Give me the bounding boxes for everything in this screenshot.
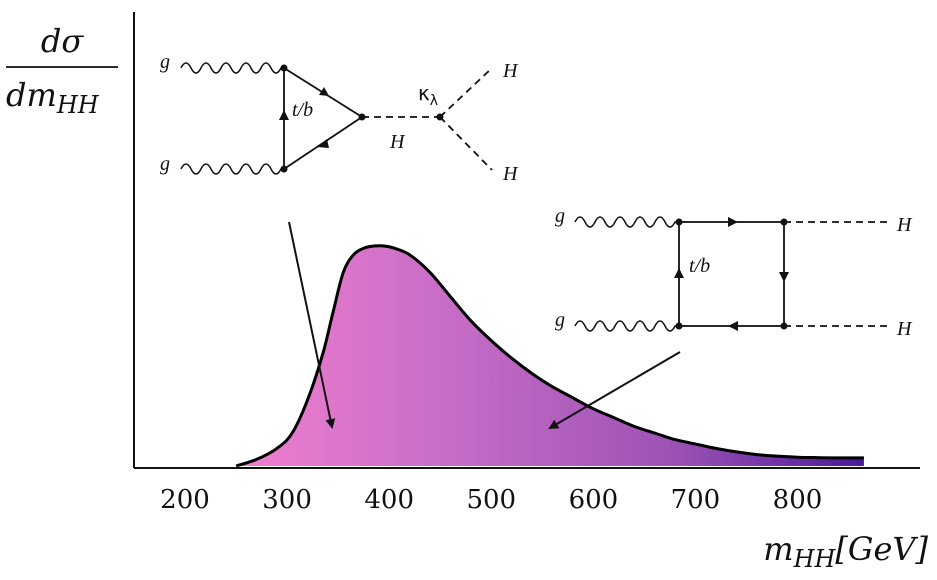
arrow-bottom-edge: [317, 139, 329, 148]
gluon-top-line: [574, 216, 679, 228]
x-label-main: m: [763, 530, 793, 568]
triangle-pointer-arrow: [288, 221, 336, 429]
gluon-bottom-line: [180, 163, 284, 175]
y-label-denominator-main: dm: [6, 76, 57, 114]
y-label-subscript: HH: [56, 91, 100, 119]
distribution-curve: [235, 244, 864, 468]
label-higgs-top: H: [896, 214, 913, 236]
label-gluon-top: g: [160, 51, 170, 73]
vertex: [280, 165, 288, 173]
coupling-symbol: κ: [418, 81, 430, 105]
arrow-right-edge: [779, 272, 789, 282]
x-tick-label: 500: [466, 485, 516, 515]
y-label-numerator: dσ: [41, 22, 84, 60]
label-higgs-bottom: H: [896, 318, 913, 340]
label-higgs-top: H: [502, 60, 519, 82]
arrow-up: [279, 110, 289, 120]
x-tick-label: 700: [671, 485, 721, 515]
x-label-unit: [GeV]: [835, 530, 928, 568]
x-axis-label: mHH[GeV]: [763, 530, 928, 573]
arrow-left-edge: [674, 268, 684, 278]
label-loop: t/b: [689, 255, 710, 277]
label-gluon-bottom: g: [160, 153, 170, 175]
x-tick-label: 800: [773, 485, 823, 515]
x-tick-labels: 200 300 400 500 600 700 800: [160, 485, 822, 515]
x-tick-label: 300: [262, 485, 312, 515]
higgs-out-bottom: [439, 116, 493, 171]
box-pointer-arrow: [548, 351, 681, 430]
y-label-denominator: dmHH: [6, 76, 100, 119]
label-gluon-top: g: [555, 205, 565, 227]
gluon-bottom-line: [574, 320, 679, 332]
arrow-top-edge: [728, 217, 738, 227]
arrow-bottom-edge: [728, 321, 738, 331]
coupling-subscript: λ: [430, 93, 438, 109]
vertex: [675, 322, 683, 330]
label-coupling: κλ: [418, 81, 438, 109]
x-tick-label: 600: [569, 485, 619, 515]
label-propagator: H: [389, 131, 406, 153]
label-loop: t/b: [292, 99, 313, 121]
distribution-area: [236, 245, 864, 466]
x-tick-label: 200: [160, 485, 210, 515]
triangle-diagram: g g t/b H κλ H H: [160, 51, 519, 185]
box-diagram: g g t/b H H: [555, 205, 913, 340]
x-label-subscript: HH: [793, 545, 837, 573]
vertex: [675, 218, 683, 226]
higgs-out-top: [439, 67, 493, 118]
label-gluon-bottom: g: [555, 309, 565, 331]
x-tick-label: 400: [364, 485, 414, 515]
arrow-top-edge: [319, 87, 329, 96]
gluon-top-line: [180, 62, 284, 74]
y-axis-label: dσ dmHH: [6, 22, 118, 119]
label-higgs-bottom: H: [502, 163, 519, 185]
vertex: [280, 64, 288, 72]
